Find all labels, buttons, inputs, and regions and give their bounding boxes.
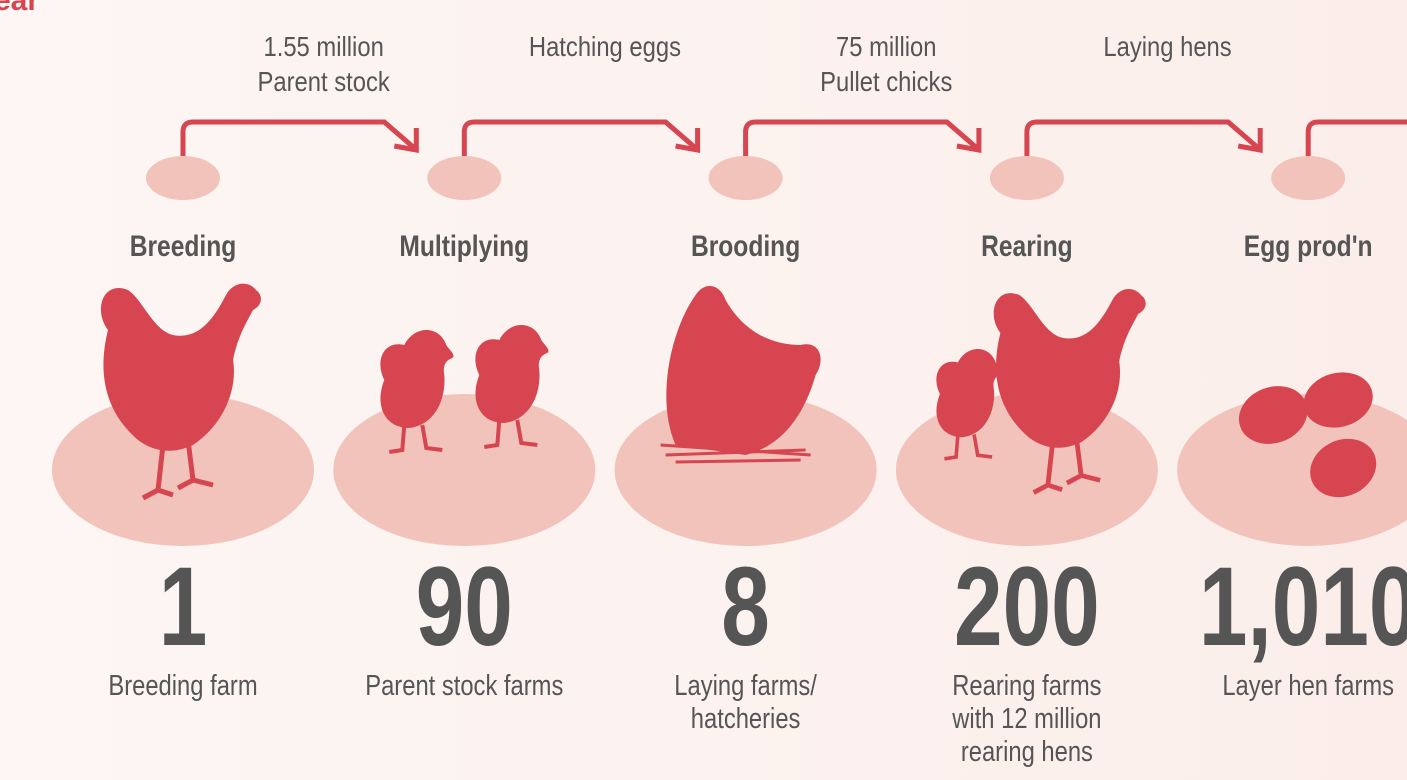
flow-label: Parent stock — [258, 65, 391, 97]
flow-label: Pullet chicks — [820, 65, 952, 97]
stage-label: Breeding — [130, 229, 237, 263]
stage-base — [333, 394, 595, 546]
stage-description: Rearing farms — [952, 669, 1101, 702]
flow-label: 1.55 million — [263, 30, 383, 62]
stage-description: with 12 million — [951, 702, 1101, 735]
node-dot — [146, 156, 220, 200]
flow-label: Hatching eggs — [529, 30, 681, 62]
node-dot — [990, 156, 1064, 200]
stage-label: Rearing — [981, 229, 1073, 263]
header-title: ear — [0, 0, 39, 17]
stage-count: 200 — [954, 545, 1100, 670]
node-dot — [427, 156, 501, 200]
flow-label: 75 million — [836, 30, 936, 62]
node-dot — [1271, 156, 1345, 200]
stage-description: Breeding farm — [108, 669, 257, 702]
stage-label: Brooding — [691, 229, 800, 263]
stage-description: hatcheries — [691, 702, 801, 735]
stage-label: Multiplying — [399, 229, 529, 263]
stage-count: 90 — [416, 545, 513, 670]
stage-description: Laying farms/ — [674, 669, 817, 702]
stage-count: 1 — [159, 545, 208, 670]
flow-label: Laying hens — [1103, 30, 1231, 62]
infographic: ear 1.55 millionParent stock Hatching egg… — [0, 0, 1407, 780]
stage-count: 1,010 — [1199, 545, 1407, 670]
stage-label: Egg prod'n — [1244, 229, 1373, 263]
stage-description: rearing hens — [961, 735, 1093, 768]
stage-count: 8 — [721, 545, 770, 670]
stage-description: Parent stock farms — [365, 669, 563, 702]
stage-description: Layer hen farms — [1222, 669, 1394, 702]
node-dot — [709, 156, 783, 200]
